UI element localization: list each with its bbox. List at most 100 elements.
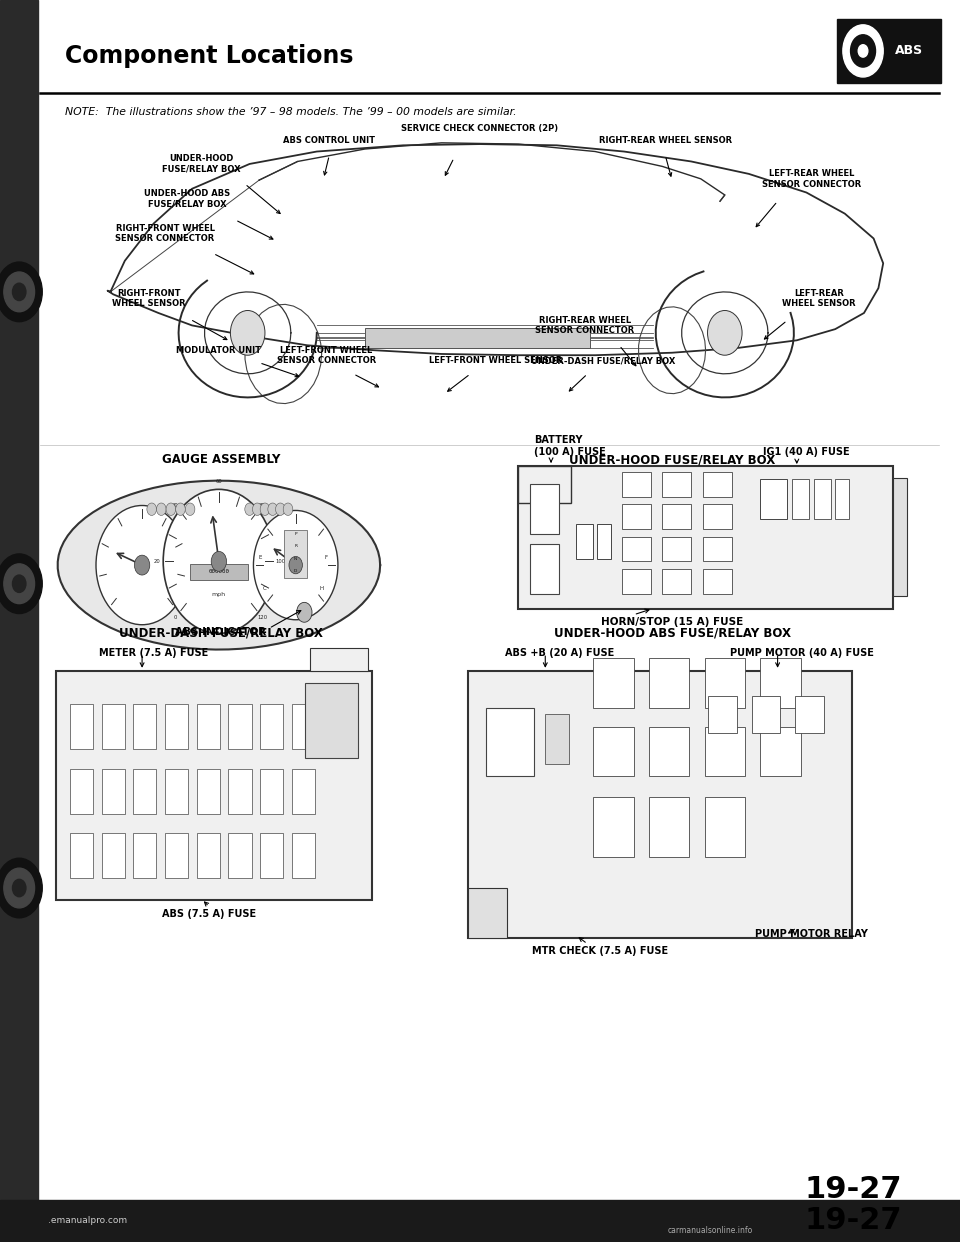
Text: RIGHT-FRONT
WHEEL SENSOR: RIGHT-FRONT WHEEL SENSOR [112,288,185,308]
Text: 60: 60 [215,479,223,484]
Circle shape [4,272,35,312]
Text: MODULATOR UNIT: MODULATOR UNIT [177,347,261,355]
Text: SERVICE CHECK CONNECTOR (2P): SERVICE CHECK CONNECTOR (2P) [401,124,559,133]
Text: 19-27: 19-27 [804,1175,902,1205]
Bar [708,696,737,733]
Text: RIGHT-REAR WHEEL SENSOR: RIGHT-REAR WHEEL SENSOR [599,137,732,145]
Text: RIGHT-FRONT WHEEL
SENSOR CONNECTOR: RIGHT-FRONT WHEEL SENSOR CONNECTOR [115,224,215,243]
Bar [260,769,283,814]
Bar [102,704,125,749]
Text: METER (7.5 A) FUSE: METER (7.5 A) FUSE [99,648,208,658]
Circle shape [4,868,35,908]
Circle shape [253,510,338,620]
Bar [518,466,893,609]
Text: N: N [294,556,298,561]
Text: GAUGE ASSEMBLY: GAUGE ASSEMBLY [161,453,280,466]
Text: PUMP MOTOR RELAY: PUMP MOTOR RELAY [755,929,868,939]
Circle shape [708,310,742,355]
Bar [228,769,252,814]
Circle shape [260,503,270,515]
Text: UNDER-HOOD
FUSE/RELAY BOX: UNDER-HOOD FUSE/RELAY BOX [162,154,241,174]
Text: ABS: ABS [895,45,923,57]
Bar [593,797,634,857]
Text: NOTE:  The illustrations show the ’97 – 98 models. The ’99 – 00 models are simil: NOTE: The illustrations show the ’97 – 9… [65,107,516,117]
Circle shape [843,25,883,77]
Bar [795,696,824,733]
Text: LEFT-FRONT WHEEL
SENSOR CONNECTOR: LEFT-FRONT WHEEL SENSOR CONNECTOR [276,345,376,365]
Text: UNDER-HOOD FUSE/RELAY BOX: UNDER-HOOD FUSE/RELAY BOX [569,453,775,466]
Polygon shape [58,481,380,650]
Bar [70,833,93,878]
Text: ABS (7.5 A) FUSE: ABS (7.5 A) FUSE [162,909,256,919]
Circle shape [134,555,150,575]
Circle shape [166,503,176,515]
Bar [305,683,358,758]
Circle shape [858,45,868,57]
Bar [760,658,801,708]
Text: 000000: 000000 [208,569,229,574]
Text: .emanualpro.com: .emanualpro.com [48,1216,127,1226]
Bar [70,704,93,749]
Bar [292,704,315,749]
Bar [165,833,188,878]
Text: 0: 0 [174,615,178,620]
Bar [703,504,732,529]
Circle shape [297,602,312,622]
Bar [486,708,534,776]
Circle shape [12,575,26,592]
Bar [518,466,571,503]
Text: H: H [320,586,324,591]
Text: P: P [295,532,297,537]
Bar [835,479,849,519]
Bar [133,704,156,749]
Text: UNDER-DASH FUSE/RELAY BOX: UNDER-DASH FUSE/RELAY BOX [119,627,323,640]
Text: 100: 100 [276,559,285,564]
Bar [165,769,188,814]
Bar [593,727,634,776]
Circle shape [176,503,185,515]
Bar [365,328,590,348]
Bar [292,769,315,814]
Circle shape [276,503,285,515]
Circle shape [252,503,262,515]
Bar [792,479,809,519]
Bar [705,797,745,857]
Bar [662,504,691,529]
Circle shape [0,858,42,918]
Bar [760,479,787,519]
Text: MTR CHECK (7.5 A) FUSE: MTR CHECK (7.5 A) FUSE [532,946,668,956]
Bar [703,569,732,594]
Bar [662,537,691,561]
Text: LEFT-REAR
WHEEL SENSOR: LEFT-REAR WHEEL SENSOR [782,288,855,308]
Bar [622,472,651,497]
Bar [190,564,248,580]
Bar [597,524,611,559]
Text: C: C [263,586,267,591]
Bar [0,1200,960,1242]
Text: E: E [258,555,262,560]
Bar [837,19,941,83]
Bar [228,704,252,749]
Circle shape [4,564,35,604]
Text: RIGHT-REAR WHEEL
SENSOR CONNECTOR: RIGHT-REAR WHEEL SENSOR CONNECTOR [535,315,635,335]
Text: ABS CONTROL UNIT: ABS CONTROL UNIT [283,137,375,145]
Bar [310,648,368,671]
Bar [649,727,689,776]
Bar [102,833,125,878]
Text: UNDER-HOOD ABS
FUSE/RELAY BOX: UNDER-HOOD ABS FUSE/RELAY BOX [144,189,230,209]
Bar [56,671,372,900]
Text: UNDER-HOOD ABS FUSE/RELAY BOX: UNDER-HOOD ABS FUSE/RELAY BOX [554,627,790,640]
Text: LEFT-REAR WHEEL
SENSOR CONNECTOR: LEFT-REAR WHEEL SENSOR CONNECTOR [761,169,861,189]
Bar [133,769,156,814]
Bar [593,658,634,708]
Text: BATTERY
(100 A) FUSE: BATTERY (100 A) FUSE [534,436,606,457]
Text: UNDER-DASH FUSE/RELAY BOX: UNDER-DASH FUSE/RELAY BOX [531,356,675,365]
Bar [284,530,307,578]
Bar [197,704,220,749]
Text: PUMP MOTOR (40 A) FUSE: PUMP MOTOR (40 A) FUSE [730,648,874,658]
Bar [43,119,936,445]
Circle shape [12,879,26,897]
Bar [133,833,156,878]
Bar [705,727,745,776]
Text: 120: 120 [257,615,268,620]
